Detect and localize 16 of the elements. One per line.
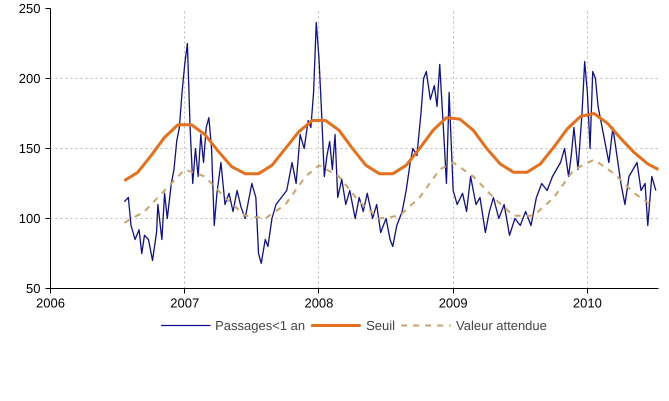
y-tick-label: 250 — [18, 1, 41, 16]
x-tick-label: 2009 — [438, 296, 468, 310]
legend-label: Seuil — [366, 318, 396, 332]
y-tick-label: 100 — [18, 211, 41, 226]
x-tick-label: 2007 — [170, 296, 200, 310]
y-tick-label: 50 — [26, 281, 41, 296]
legend-label: Passages<1 an — [215, 318, 306, 332]
line-series — [122, 112, 658, 182]
x-tick-label: 2010 — [572, 296, 602, 310]
y-tick-label: 200 — [18, 71, 41, 86]
x-tick-label: 2006 — [36, 296, 65, 310]
y-tick-label: 150 — [18, 141, 41, 156]
line-series — [124, 22, 656, 264]
line-series — [123, 158, 656, 224]
legend-label: Valeur attendue — [456, 318, 547, 332]
x-tick-label: 2008 — [304, 296, 334, 310]
